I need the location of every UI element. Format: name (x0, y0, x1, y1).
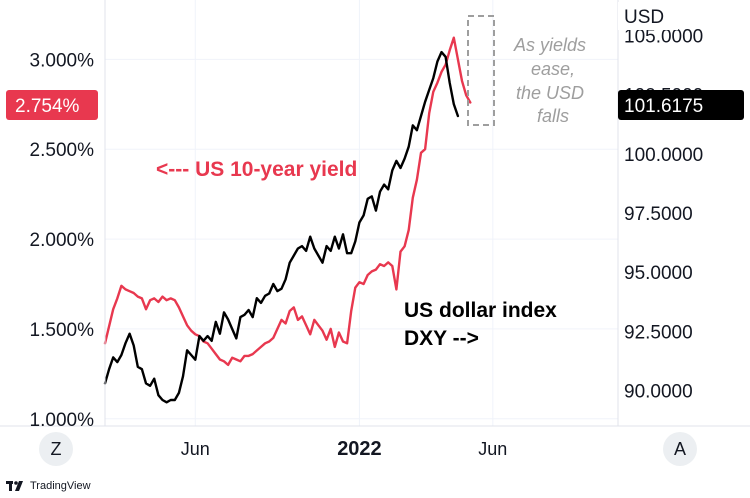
right-last-value-text: 101.6175 (624, 96, 703, 117)
series-line-yield (103, 36, 472, 367)
left-scale-button-label: Z (51, 439, 62, 459)
left-axis: 3.000% 2.500% 2.000% 1.500% 1.000% (30, 50, 95, 430)
annotation-yield: <--- US 10-year yield (156, 158, 357, 181)
x-tick-label: 2022 (337, 438, 382, 460)
left-tick-label: 1.500% (30, 320, 95, 341)
right-tick-label: 95.0000 (624, 263, 693, 284)
annotation-dxy-line1: US dollar index (404, 299, 557, 322)
right-axis: 105.0000102.5000100.000097.500095.000092… (624, 27, 703, 403)
left-last-value-text: 2.754% (15, 96, 80, 117)
left-tick-label: 2.000% (30, 230, 95, 251)
x-tick-label: Jun (181, 439, 210, 459)
annotation-eases-line1: As yields (513, 35, 586, 55)
right-tick-label: 90.0000 (624, 382, 693, 403)
highlight-box (467, 15, 495, 126)
left-tick-label: 1.000% (30, 410, 95, 431)
auto-scale-button-label: A (674, 439, 686, 459)
right-last-value-badge: 101.6175 (618, 90, 744, 120)
series-layer (103, 36, 472, 404)
right-tick-label: 92.5000 (624, 322, 693, 343)
right-axis-unit: USD (624, 7, 664, 28)
tradingview-attribution[interactable]: TradingView (6, 477, 91, 495)
annotation-dxy-line2: DXY --> (404, 327, 479, 350)
annotation-eases-line4: falls (537, 106, 569, 126)
annotation-eases-line3: the USD (516, 83, 584, 103)
auto-scale-button[interactable]: A (663, 432, 697, 466)
x-axis: Jun 2022 Jun (181, 438, 508, 460)
left-tick-label: 3.000% (30, 50, 95, 71)
right-tick-label: 97.5000 (624, 204, 693, 225)
x-tick-label: Jun (478, 439, 507, 459)
annotation-eases-line2: ease, (531, 59, 575, 79)
left-scale-button[interactable]: Z (39, 432, 73, 466)
right-tick-label: 105.0000 (624, 27, 703, 48)
tradingview-logo-icon (6, 481, 23, 491)
right-tick-label: 100.0000 (624, 145, 703, 166)
left-last-value-badge: 2.754% (6, 90, 98, 120)
series-line-dxy (103, 50, 460, 404)
tradingview-brand: TradingView (30, 480, 91, 492)
left-tick-label: 2.500% (30, 140, 95, 161)
